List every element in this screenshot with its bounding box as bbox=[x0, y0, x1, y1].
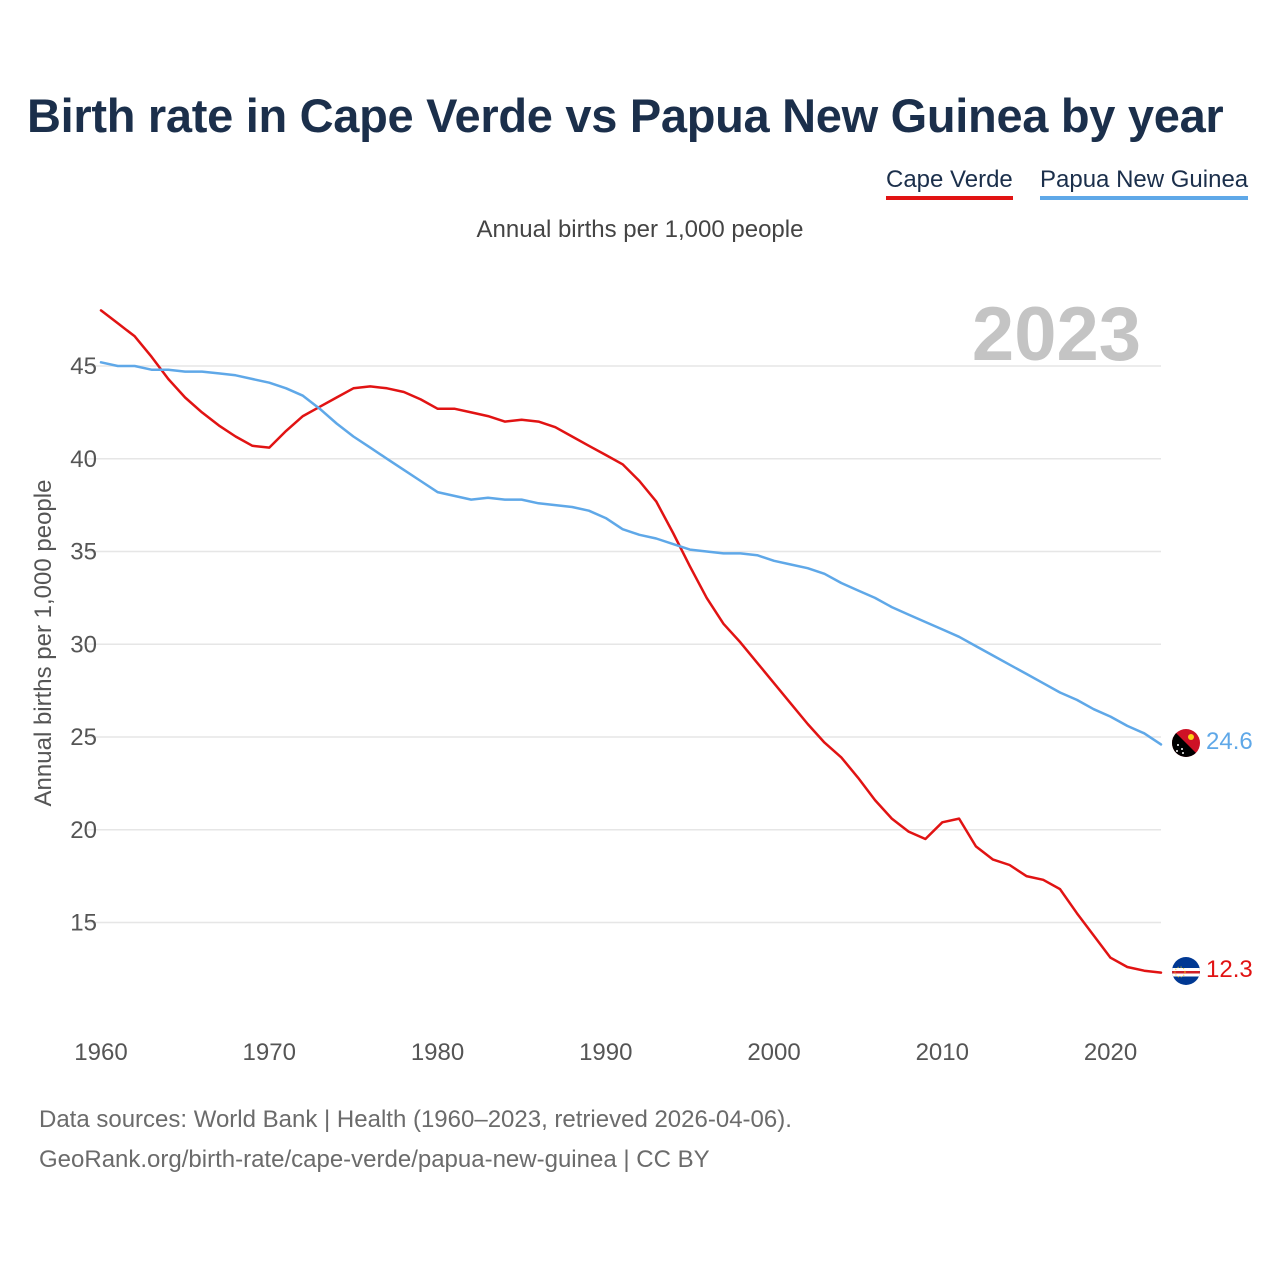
y-tick-label: 20 bbox=[70, 817, 97, 844]
x-tick-label: 2000 bbox=[747, 1039, 800, 1066]
y-tick-label: 15 bbox=[70, 910, 97, 937]
year-watermark: 2023 bbox=[972, 292, 1141, 377]
y-axis-label: Annual births per 1,000 people bbox=[30, 480, 57, 807]
gridlines bbox=[87, 365, 1161, 924]
y-tick-label: 45 bbox=[70, 353, 97, 380]
x-tick-label: 2010 bbox=[916, 1039, 969, 1066]
cape-verde-flag-icon bbox=[1172, 957, 1200, 985]
legend-item-papua-new-guinea[interactable]: Papua New Guinea bbox=[1040, 166, 1249, 200]
credit-link[interactable]: GeoRank.org/birth-rate/cape-verde/papua-… bbox=[39, 1146, 710, 1173]
series-line-cape-verde bbox=[99, 309, 1163, 974]
papua-new-guinea-flag-icon bbox=[1172, 729, 1200, 757]
legend-item-cape-verde[interactable]: Cape Verde bbox=[886, 166, 1013, 200]
source-note: Data sources: World Bank | Health (1960–… bbox=[39, 1106, 792, 1133]
y-axis-ticks: 15 20 25 30 35 40 45 bbox=[70, 353, 97, 937]
x-tick-label: 2020 bbox=[1084, 1039, 1137, 1066]
end-label-papua-new-guinea: 24.6 bbox=[1206, 728, 1253, 755]
series-line-papua-new-guinea bbox=[99, 361, 1163, 746]
y-tick-label: 30 bbox=[70, 631, 97, 658]
x-tick-label: 1970 bbox=[243, 1039, 296, 1066]
y-tick-label: 40 bbox=[70, 446, 97, 473]
chart-subtitle: Annual births per 1,000 people bbox=[476, 216, 804, 243]
x-tick-label: 1980 bbox=[411, 1039, 464, 1066]
series-lines bbox=[99, 309, 1163, 974]
y-tick-label: 25 bbox=[70, 724, 97, 751]
chart-title: Birth rate in Cape Verde vs Papua New Gu… bbox=[27, 89, 1224, 142]
end-label-cape-verde: 12.3 bbox=[1206, 956, 1253, 983]
x-tick-label: 1960 bbox=[74, 1039, 127, 1066]
y-tick-label: 35 bbox=[70, 539, 97, 566]
x-axis-ticks: 1960 1970 1980 1990 2000 2010 2020 bbox=[74, 1039, 1137, 1066]
x-tick-label: 1990 bbox=[579, 1039, 632, 1066]
